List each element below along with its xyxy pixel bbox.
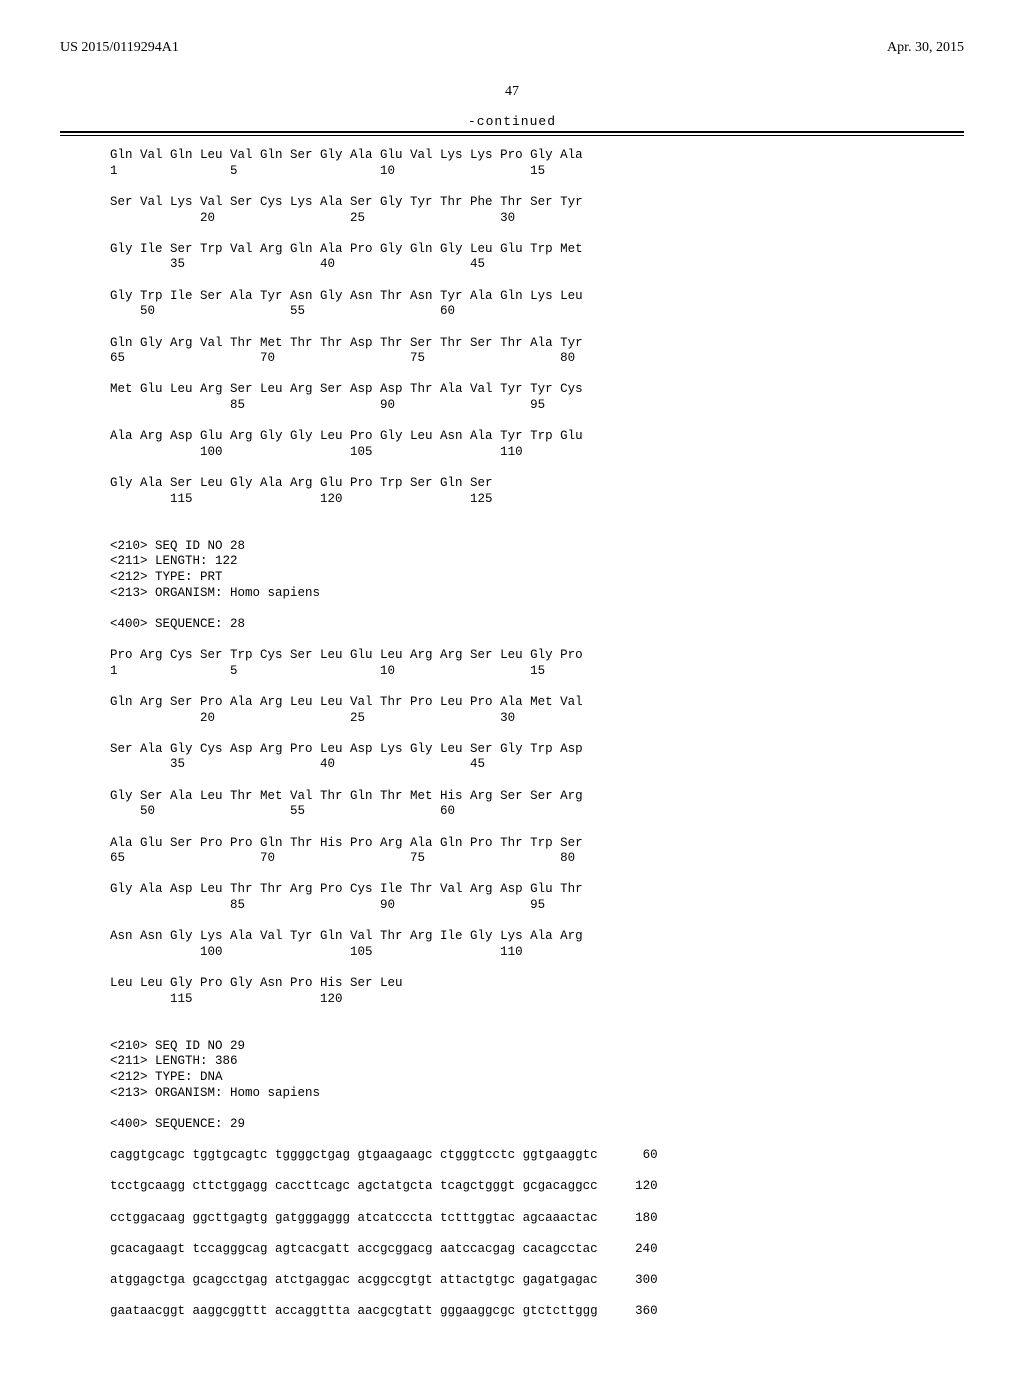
- meta-28-line2: <211> LENGTH: 122: [110, 554, 238, 568]
- meta-28-line1: <210> SEQ ID NO 28: [110, 539, 245, 553]
- meta-28-line4: <213> ORGANISM: Homo sapiens: [110, 586, 320, 600]
- seq-meta-29: <210> SEQ ID NO 29 <211> LENGTH: 386 <21…: [110, 1007, 964, 1132]
- rule-thick-top: [60, 131, 964, 133]
- rule-thin-top: [60, 135, 964, 136]
- header-right: Apr. 30, 2015: [887, 40, 964, 56]
- continued-label: -continued: [60, 114, 964, 129]
- header-left: US 2015/0119294A1: [60, 40, 179, 56]
- seq-meta-28: <210> SEQ ID NO 28 <211> LENGTH: 122 <21…: [110, 507, 964, 632]
- meta-29-line5: <400> SEQUENCE: 29: [110, 1117, 245, 1131]
- meta-29-line3: <212> TYPE: DNA: [110, 1070, 223, 1084]
- protein-sequence-1: Gln Val Gln Leu Val Gln Ser Gly Ala Glu …: [110, 148, 964, 507]
- protein-sequence-2: Pro Arg Cys Ser Trp Cys Ser Leu Glu Leu …: [110, 632, 964, 1007]
- meta-29-line1: <210> SEQ ID NO 29: [110, 1039, 245, 1053]
- meta-29-line4: <213> ORGANISM: Homo sapiens: [110, 1086, 320, 1100]
- page-number: 47: [60, 84, 964, 100]
- meta-29-line2: <211> LENGTH: 386: [110, 1054, 238, 1068]
- dna-sequence: caggtgcagc tggtgcagtc tggggctgag gtgaaga…: [110, 1132, 964, 1335]
- page-header: US 2015/0119294A1 Apr. 30, 2015: [60, 40, 964, 56]
- meta-28-line5: <400> SEQUENCE: 28: [110, 617, 245, 631]
- meta-28-line3: <212> TYPE: PRT: [110, 570, 223, 584]
